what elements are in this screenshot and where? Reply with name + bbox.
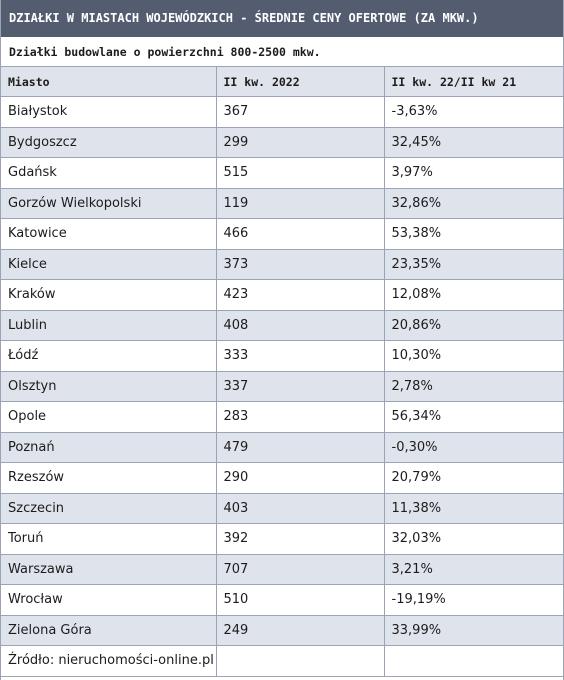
price-cell: 299 [216, 127, 385, 158]
column-header-city: Miasto [1, 67, 217, 97]
table-row: Gdańsk 515 3,97% [1, 157, 563, 189]
city-cell: Katowice [1, 218, 217, 250]
change-cell: 32,86% [384, 188, 563, 219]
price-cell: 408 [216, 310, 385, 341]
price-cell: 466 [216, 218, 385, 250]
change-cell: 20,86% [384, 310, 563, 341]
change-cell: -3,63% [384, 96, 563, 128]
city-cell: Opole [1, 401, 217, 433]
price-cell: 333 [216, 340, 385, 372]
table-row: Gorzów Wielkopolski 119 32,86% [1, 188, 563, 219]
table-row: Kraków 423 12,08% [1, 279, 563, 311]
change-cell: 53,38% [384, 218, 563, 250]
price-cell: 479 [216, 432, 385, 463]
city-cell: Toruń [1, 523, 217, 555]
table-row: Toruń 392 32,03% [1, 523, 563, 555]
price-cell: 707 [216, 554, 385, 585]
table-row: Lublin 408 20,86% [1, 310, 563, 341]
city-cell: Olsztyn [1, 371, 217, 402]
price-cell: 392 [216, 523, 385, 555]
change-cell: 2,78% [384, 371, 563, 402]
change-cell: 10,30% [384, 340, 563, 372]
table-subtitle: Działki budowlane o powierzchni 800-2500… [1, 37, 563, 67]
change-cell: 56,34% [384, 401, 563, 433]
price-cell: 337 [216, 371, 385, 402]
city-cell: Lublin [1, 310, 217, 341]
change-cell: 3,97% [384, 157, 563, 189]
city-cell: Warszawa [1, 554, 217, 585]
city-cell: Gdańsk [1, 157, 217, 189]
city-cell: Gorzów Wielkopolski [1, 188, 217, 219]
price-cell: 119 [216, 188, 385, 219]
change-cell: 23,35% [384, 249, 563, 280]
change-cell: 12,08% [384, 279, 563, 311]
change-cell: 3,21% [384, 554, 563, 585]
city-cell: Łódź [1, 340, 217, 372]
price-cell: 249 [216, 615, 385, 646]
table-row: Poznań 479 -0,30% [1, 432, 563, 463]
table-title: DZIAŁKI W MIASTACH WOJEWÓDZKICH - ŚREDNI… [1, 0, 563, 37]
price-table: Miasto II kw. 2022 II kw. 22/II kw 21 Bi… [1, 67, 563, 677]
empty-cell [384, 645, 563, 677]
table-row: Opole 283 56,34% [1, 401, 563, 433]
change-cell: 32,45% [384, 127, 563, 158]
change-cell: 20,79% [384, 462, 563, 494]
change-cell: 32,03% [384, 523, 563, 555]
price-cell: 423 [216, 279, 385, 311]
city-cell: Kielce [1, 249, 217, 280]
city-cell: Zielona Góra [1, 615, 217, 646]
empty-cell [216, 645, 385, 677]
price-cell: 373 [216, 249, 385, 280]
table-row: Bydgoszcz 299 32,45% [1, 127, 563, 158]
change-cell: -0,30% [384, 432, 563, 463]
city-cell: Rzeszów [1, 462, 217, 494]
source-row: Źródło: nieruchomości-online.pl [1, 645, 563, 677]
price-cell: 515 [216, 157, 385, 189]
table-row: Wrocław 510 -19,19% [1, 584, 563, 616]
table-row: Zielona Góra 249 33,99% [1, 615, 563, 646]
table-row: Szczecin 403 11,38% [1, 493, 563, 524]
price-cell: 367 [216, 96, 385, 128]
city-cell: Wrocław [1, 584, 217, 616]
table-row: Łódź 333 10,30% [1, 340, 563, 372]
table-row: Olsztyn 337 2,78% [1, 371, 563, 402]
price-cell: 510 [216, 584, 385, 616]
city-cell: Kraków [1, 279, 217, 311]
city-cell: Bydgoszcz [1, 127, 217, 158]
change-cell: 33,99% [384, 615, 563, 646]
table-row: Białystok 367 -3,63% [1, 96, 563, 128]
column-header-price: II kw. 2022 [216, 67, 385, 97]
price-cell: 290 [216, 462, 385, 494]
table-row: Katowice 466 53,38% [1, 218, 563, 250]
change-cell: 11,38% [384, 493, 563, 524]
price-cell: 283 [216, 401, 385, 433]
city-cell: Szczecin [1, 493, 217, 524]
table-row: Kielce 373 23,35% [1, 249, 563, 280]
change-cell: -19,19% [384, 584, 563, 616]
source-note: Źródło: nieruchomości-online.pl [1, 645, 217, 677]
table-row: Warszawa 707 3,21% [1, 554, 563, 585]
price-cell: 403 [216, 493, 385, 524]
header-row: Miasto II kw. 2022 II kw. 22/II kw 21 [1, 67, 563, 97]
column-header-change: II kw. 22/II kw 21 [384, 67, 563, 97]
city-cell: Białystok [1, 96, 217, 128]
table-row: Rzeszów 290 20,79% [1, 462, 563, 494]
city-cell: Poznań [1, 432, 217, 463]
